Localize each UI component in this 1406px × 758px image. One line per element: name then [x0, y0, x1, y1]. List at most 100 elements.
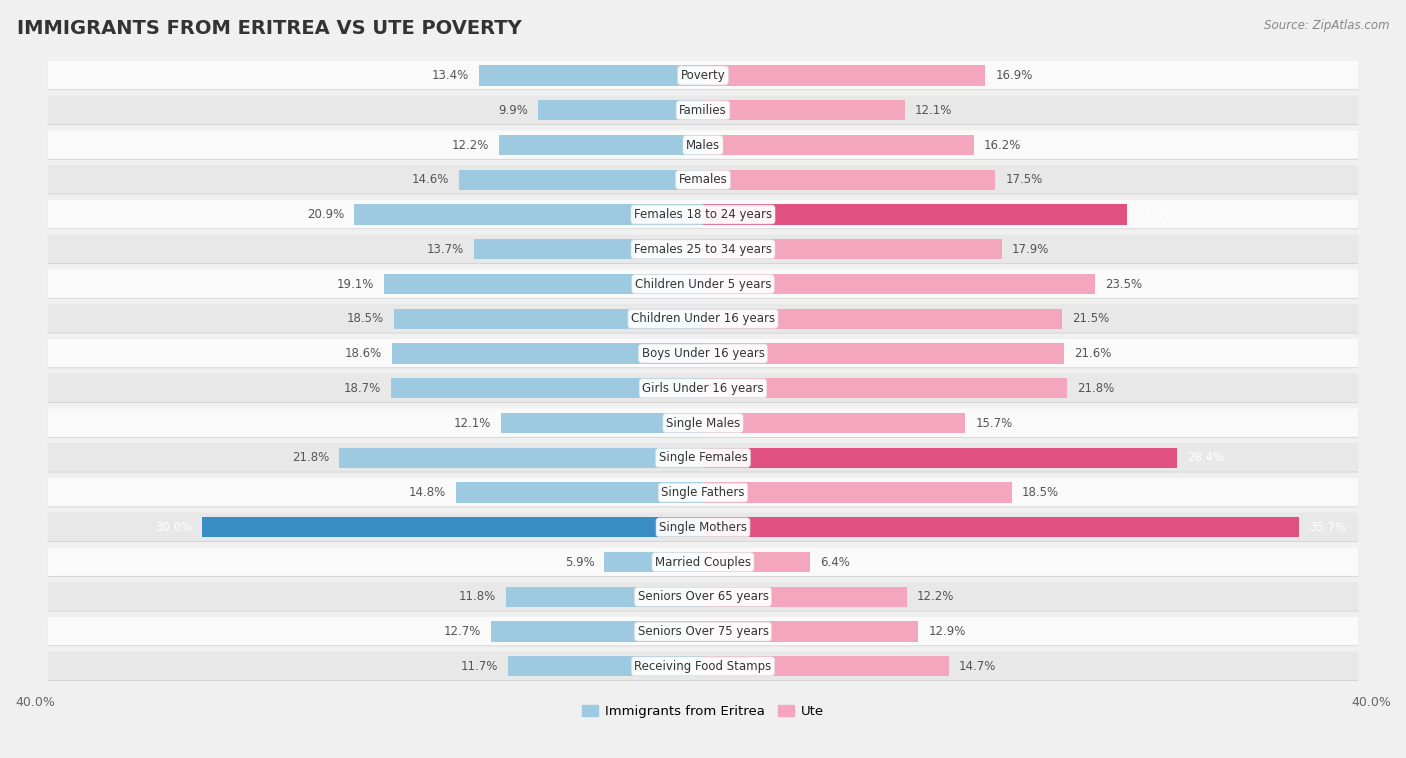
FancyBboxPatch shape: [48, 96, 1358, 125]
FancyBboxPatch shape: [48, 582, 1358, 611]
Text: 25.4%: 25.4%: [1137, 208, 1174, 221]
Bar: [703, 378, 1067, 399]
FancyBboxPatch shape: [48, 339, 1358, 368]
FancyBboxPatch shape: [48, 374, 1358, 403]
Bar: [384, 274, 703, 294]
Text: 17.9%: 17.9%: [1012, 243, 1049, 255]
Text: 16.2%: 16.2%: [984, 139, 1021, 152]
FancyBboxPatch shape: [48, 618, 1358, 646]
Text: 12.1%: 12.1%: [915, 104, 952, 117]
Text: 12.7%: 12.7%: [443, 625, 481, 638]
Text: Single Mothers: Single Mothers: [659, 521, 747, 534]
Text: Families: Families: [679, 104, 727, 117]
Text: Single Fathers: Single Fathers: [661, 486, 745, 499]
FancyBboxPatch shape: [48, 548, 1358, 577]
Text: 12.9%: 12.9%: [928, 625, 966, 638]
Bar: [703, 135, 973, 155]
FancyBboxPatch shape: [48, 409, 1358, 437]
Text: Girls Under 16 years: Girls Under 16 years: [643, 382, 763, 395]
FancyBboxPatch shape: [48, 201, 1358, 229]
Text: Males: Males: [686, 139, 720, 152]
FancyBboxPatch shape: [48, 478, 1358, 507]
Text: 21.6%: 21.6%: [1074, 347, 1111, 360]
Text: IMMIGRANTS FROM ERITREA VS UTE POVERTY: IMMIGRANTS FROM ERITREA VS UTE POVERTY: [17, 19, 522, 38]
Bar: [703, 100, 905, 121]
Bar: [456, 483, 703, 503]
Bar: [605, 552, 703, 572]
Text: Females: Females: [679, 174, 727, 186]
Text: Females 18 to 24 years: Females 18 to 24 years: [634, 208, 772, 221]
Bar: [537, 100, 703, 121]
Bar: [703, 656, 949, 676]
Bar: [703, 309, 1062, 329]
FancyBboxPatch shape: [48, 235, 1358, 263]
Bar: [508, 656, 703, 676]
FancyBboxPatch shape: [48, 131, 1358, 160]
Text: 18.7%: 18.7%: [343, 382, 381, 395]
Text: Seniors Over 75 years: Seniors Over 75 years: [637, 625, 769, 638]
Text: 18.6%: 18.6%: [344, 347, 382, 360]
Text: 21.8%: 21.8%: [291, 451, 329, 465]
FancyBboxPatch shape: [48, 443, 1358, 471]
Bar: [703, 240, 1002, 259]
Bar: [703, 413, 965, 433]
Text: Boys Under 16 years: Boys Under 16 years: [641, 347, 765, 360]
Text: 11.8%: 11.8%: [458, 590, 496, 603]
Bar: [354, 205, 703, 224]
Text: Single Males: Single Males: [666, 417, 740, 430]
Text: 14.8%: 14.8%: [409, 486, 446, 499]
Bar: [703, 587, 907, 607]
FancyBboxPatch shape: [48, 269, 1358, 298]
Bar: [202, 517, 703, 537]
FancyBboxPatch shape: [48, 478, 1358, 506]
Text: 17.5%: 17.5%: [1005, 174, 1042, 186]
Bar: [479, 65, 703, 86]
Text: 11.7%: 11.7%: [460, 659, 498, 673]
Text: 6.4%: 6.4%: [820, 556, 849, 568]
Text: 16.9%: 16.9%: [995, 69, 1032, 82]
Bar: [703, 448, 1177, 468]
Bar: [703, 65, 986, 86]
Legend: Immigrants from Eritrea, Ute: Immigrants from Eritrea, Ute: [578, 700, 828, 724]
Text: 21.8%: 21.8%: [1077, 382, 1115, 395]
Bar: [501, 413, 703, 433]
Text: 14.7%: 14.7%: [959, 659, 995, 673]
Text: 18.5%: 18.5%: [1022, 486, 1059, 499]
Text: 35.7%: 35.7%: [1309, 521, 1347, 534]
Text: 13.4%: 13.4%: [432, 69, 470, 82]
Text: 18.5%: 18.5%: [347, 312, 384, 325]
Text: 15.7%: 15.7%: [976, 417, 1012, 430]
Bar: [474, 240, 703, 259]
Text: 9.9%: 9.9%: [498, 104, 527, 117]
Bar: [391, 378, 703, 399]
FancyBboxPatch shape: [48, 61, 1358, 90]
FancyBboxPatch shape: [48, 200, 1358, 228]
FancyBboxPatch shape: [48, 652, 1358, 680]
Text: Seniors Over 65 years: Seniors Over 65 years: [637, 590, 769, 603]
Text: Single Females: Single Females: [658, 451, 748, 465]
Text: Females 25 to 34 years: Females 25 to 34 years: [634, 243, 772, 255]
Bar: [460, 170, 703, 190]
FancyBboxPatch shape: [48, 270, 1358, 299]
Text: Married Couples: Married Couples: [655, 556, 751, 568]
FancyBboxPatch shape: [48, 444, 1358, 472]
Text: Receiving Food Stamps: Receiving Food Stamps: [634, 659, 772, 673]
FancyBboxPatch shape: [48, 305, 1358, 334]
Text: 20.9%: 20.9%: [307, 208, 344, 221]
Bar: [506, 587, 703, 607]
FancyBboxPatch shape: [48, 96, 1358, 124]
Bar: [392, 343, 703, 364]
FancyBboxPatch shape: [48, 512, 1358, 541]
Text: 12.2%: 12.2%: [451, 139, 489, 152]
FancyBboxPatch shape: [48, 340, 1358, 368]
FancyBboxPatch shape: [48, 130, 1358, 159]
FancyBboxPatch shape: [48, 165, 1358, 193]
Text: 12.2%: 12.2%: [917, 590, 955, 603]
FancyBboxPatch shape: [48, 513, 1358, 542]
Bar: [703, 517, 1299, 537]
Text: 14.6%: 14.6%: [412, 174, 449, 186]
FancyBboxPatch shape: [48, 409, 1358, 437]
Bar: [703, 622, 918, 642]
FancyBboxPatch shape: [48, 583, 1358, 612]
Text: 13.7%: 13.7%: [427, 243, 464, 255]
